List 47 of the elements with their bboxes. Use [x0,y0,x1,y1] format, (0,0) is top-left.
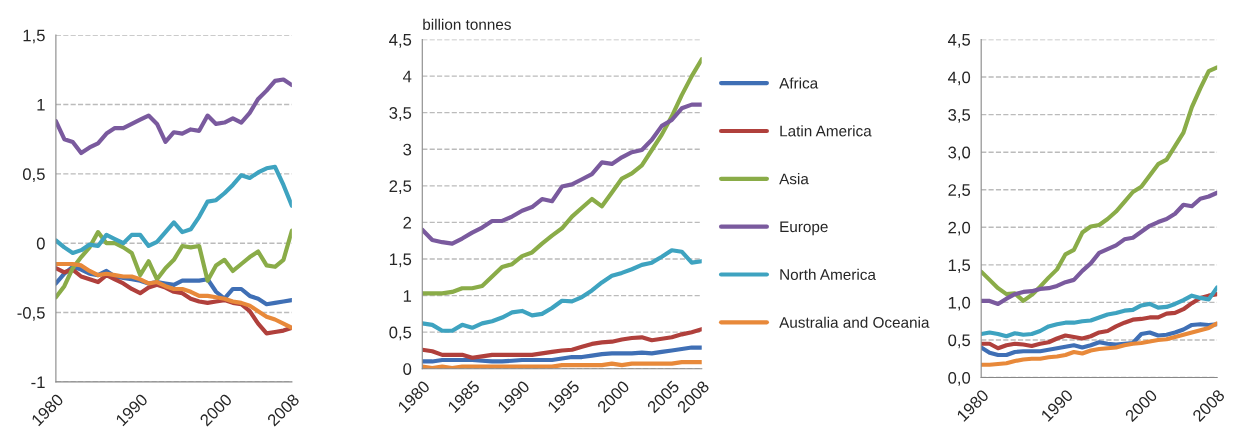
y-tick-label: 1 [37,99,45,111]
line-series [55,228,292,300]
y-tick-label: 3,5 [389,107,412,121]
line-series [981,190,1218,307]
legend-label: Europe [780,221,828,236]
y-tick-label: -1 [31,376,45,388]
y-tick-label: 2,5 [389,180,412,195]
legend-label: North America [780,268,876,281]
y-tick-label: 0,5 [389,326,412,341]
y-tick-label: 3,0 [948,146,971,161]
legend-label: Asia [779,173,809,185]
y-tick-label: 1,5 [389,253,412,268]
line-series [55,77,292,156]
line-series [422,345,702,364]
line-series [981,292,1218,351]
y-tick-label: 1,5 [948,259,971,274]
y-axis-title: billion tonnes [423,18,511,30]
y-tick-label: 2,0 [948,221,971,236]
y-tick-label: 4,0 [947,71,971,86]
y-tick-label: 4,5 [389,34,412,48]
line-series [422,248,702,333]
line-series [981,285,1218,339]
legend-label: Australia and Oceania [779,316,930,328]
y-tick-label: 2 [403,216,412,229]
y-tick-label: 1,0 [948,296,971,311]
y-tick-label: 0 [403,363,412,375]
y-tick-label: 0,0 [948,371,971,386]
legend-label: Africa [779,77,819,89]
y-tick-label: 4 [402,70,412,83]
line-series [422,57,702,296]
y-tick-label: 0,5 [948,334,971,349]
line-series [981,322,1218,358]
y-tick-label: 3,5 [948,109,971,123]
y-tick-label: 4,5 [947,34,971,48]
line-series [981,321,1218,367]
line-series [422,327,702,360]
y-tick-label: -0,5 [17,306,45,321]
legend-label: Latin America [780,125,872,137]
y-tick-label: 0,5 [22,168,45,183]
line-series [981,65,1218,304]
y-tick-label: 1 [403,290,412,302]
line-series [55,164,292,256]
y-tick-label: 2,5 [948,184,971,198]
y-tick-label: 3 [403,143,412,156]
y-tick-label: 1,5 [23,29,45,44]
line-series [422,102,702,246]
y-tick-label: 0 [36,237,45,250]
